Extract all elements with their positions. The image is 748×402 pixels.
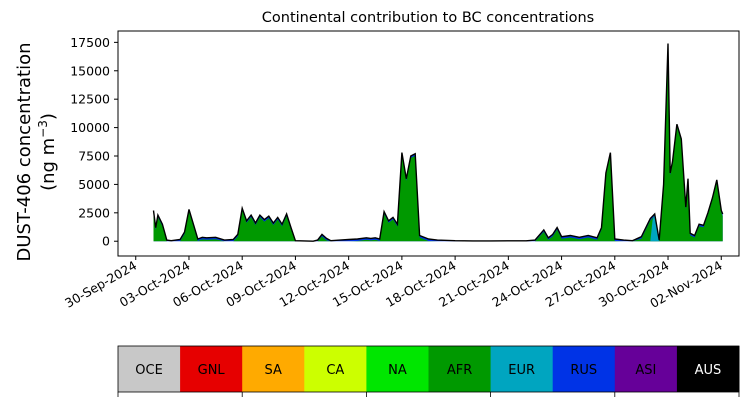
legend-swatch-eur [490,346,554,392]
legend-label-oce: OCE [135,363,163,378]
y-axis-label: DUST-406 concentration (ng m−3) [14,42,59,261]
area-eur [650,214,660,242]
total-line [152,43,724,242]
y-tick-label: 10000 [70,120,110,135]
legend-label-eur: EUR [508,363,535,378]
y-axis-label-close: ) [38,113,59,120]
y-axis-label-unit: (ng m [38,138,59,191]
legend: OCE GNL SA CA NA AFR EUR RUS ASI AUS [117,345,740,397]
y-axis-label-exponent: −3 [36,120,50,138]
plot-frame [117,30,740,257]
legend-swatch-asi [614,346,678,392]
y-tick-label: 12500 [70,92,110,107]
legend-label-aus: AUS [695,363,722,378]
legend-swatch-rus [552,346,616,392]
legend-label-ca: CA [326,363,344,378]
legend-swatch-oce [118,346,181,392]
y-tick-label: 15000 [70,63,110,78]
area-rus [153,43,723,242]
y-tick-label: 7500 [78,149,110,164]
legend-swatch-sa [242,346,305,392]
legend-label-afr: AFR [447,363,472,378]
y-tick-label: 5000 [78,177,110,192]
y-axis-label-line2: (ng m−3) [36,113,59,191]
legend-swatch-afr [428,346,492,392]
legend-swatch-na [366,346,429,392]
legend-swatch-gnl [180,346,243,392]
y-tick-label: 0 [102,234,110,249]
legend-label-gnl: GNL [198,363,226,378]
legend-swatch-aus [676,346,740,392]
legend-label-na: NA [388,363,407,378]
area-afr [153,45,723,242]
y-tick-label: 2500 [78,205,110,220]
plot-area [152,43,724,242]
legend-frame [117,345,740,393]
y-tick-label: 17500 [70,35,110,50]
legend-label-sa: SA [265,363,282,378]
chart-title: Continental contribution to BC concentra… [262,10,594,26]
legend-swatch-ca [304,346,367,392]
legend-label-asi: ASI [635,363,656,378]
y-axis-label-line1: DUST-406 concentration [14,42,35,261]
legend-label-rus: RUS [570,363,597,378]
